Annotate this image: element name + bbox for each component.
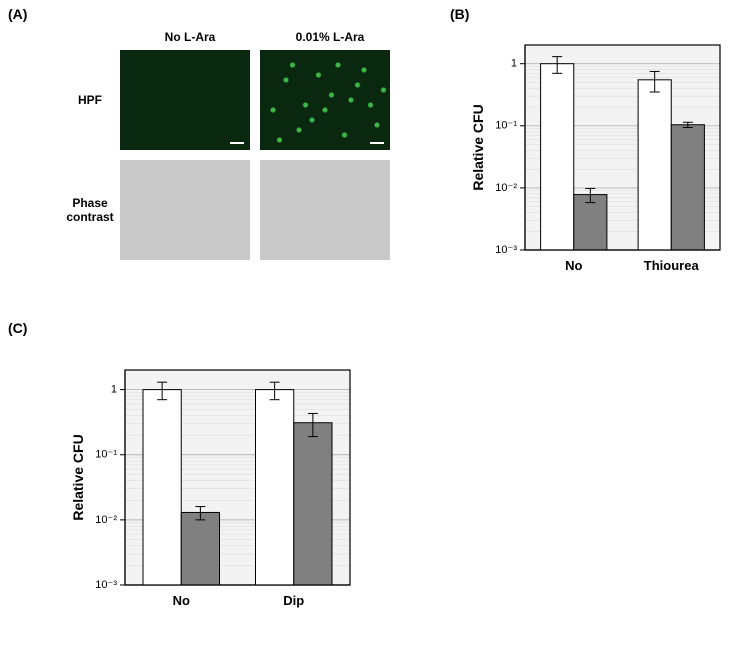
- col-header-no-lara: No L-Ara: [125, 30, 255, 44]
- scalebar-icon: [370, 142, 384, 144]
- svg-text:1: 1: [511, 58, 517, 70]
- svg-text:10⁻³: 10⁻³: [495, 244, 517, 256]
- phase-no-lara-image: [120, 160, 250, 260]
- panel-a-col-headers: No L-Ara 0.01% L-Ara: [120, 30, 400, 44]
- hpf-lara-image: [260, 50, 390, 150]
- svg-text:1: 1: [111, 384, 117, 396]
- panel-c-label: (C): [8, 320, 27, 336]
- svg-text:Relative CFU: Relative CFU: [470, 104, 486, 190]
- svg-text:10⁻³: 10⁻³: [95, 579, 117, 591]
- svg-text:10⁻¹: 10⁻¹: [95, 449, 117, 461]
- svg-text:Dip: Dip: [283, 593, 304, 608]
- svg-text:No: No: [173, 593, 190, 608]
- svg-text:10⁻²: 10⁻²: [495, 182, 517, 194]
- svg-text:Relative CFU: Relative CFU: [70, 434, 86, 520]
- panel-b-label: (B): [450, 6, 469, 22]
- row-label-hpf: HPF: [60, 93, 120, 107]
- row-label-phase: Phase contrast: [60, 196, 120, 224]
- panel-a: No L-Ara 0.01% L-Ara HPF Phase contrast: [60, 30, 400, 270]
- panel-a-row-phase: Phase contrast: [60, 160, 400, 260]
- scalebar-icon: [230, 142, 244, 144]
- col-header-lara: 0.01% L-Ara: [265, 30, 395, 44]
- hpf-no-lara-image: [120, 50, 250, 150]
- panel-a-label: (A): [8, 6, 27, 22]
- panel-c-chart: 10⁻³ 10⁻² 10⁻¹ 1 Relative CFU No Dip: [70, 360, 360, 620]
- svg-text:10⁻¹: 10⁻¹: [495, 120, 517, 132]
- svg-text:Thiourea: Thiourea: [644, 258, 700, 273]
- phase-lara-image: [260, 160, 390, 260]
- svg-text:10⁻²: 10⁻²: [95, 514, 117, 526]
- panel-b-chart: 10⁻³ 10⁻² 10⁻¹ 1 Relative CFU No Thiourea: [470, 35, 730, 285]
- panel-a-row-hpf: HPF: [60, 50, 400, 150]
- svg-text:No: No: [565, 258, 582, 273]
